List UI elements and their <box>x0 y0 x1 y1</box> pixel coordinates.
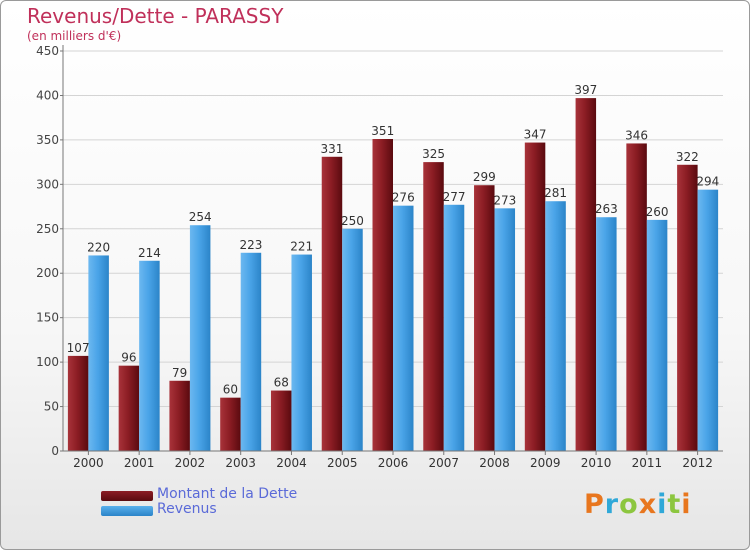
data-label-revenue: 277 <box>443 190 466 204</box>
data-label-debt: 322 <box>676 150 699 164</box>
x-tick-label: 2008 <box>479 456 510 470</box>
data-label-revenue: 276 <box>392 191 415 205</box>
data-label-debt: 68 <box>274 376 289 390</box>
bar-debt <box>321 156 343 451</box>
y-tick-label: 400 <box>36 88 59 102</box>
data-label-revenue: 221 <box>290 240 313 254</box>
data-label-debt: 346 <box>625 128 648 142</box>
data-label-revenue: 273 <box>493 193 516 207</box>
data-label-revenue: 263 <box>595 202 618 216</box>
bar-revenue <box>342 228 363 451</box>
y-tick-label: 300 <box>36 177 59 191</box>
bar-revenue <box>646 219 668 451</box>
bar-debt <box>575 98 597 451</box>
bar-debt <box>524 142 546 452</box>
bar-revenue <box>139 260 160 451</box>
x-tick-label: 2005 <box>327 456 358 470</box>
bar-revenue <box>545 201 566 451</box>
data-label-revenue: 250 <box>341 214 364 228</box>
bar-revenue <box>697 189 719 451</box>
data-label-revenue: 281 <box>544 186 567 200</box>
x-tick-label: 2004 <box>276 456 307 470</box>
bar-revenue <box>596 217 617 451</box>
x-tick-label: 2012 <box>682 456 713 470</box>
y-axis-ticks: 0 50 100 150 200 250 300 350 400 450 <box>36 44 63 458</box>
data-label-debt: 351 <box>371 124 394 138</box>
data-label-revenue: 260 <box>646 205 669 219</box>
y-tick-label: 50 <box>44 400 59 414</box>
x-tick-label: 2002 <box>175 456 206 470</box>
data-label-debt: 107 <box>67 341 90 355</box>
data-labels: 107 220 96 214 79 254 60 223 68 221 331 250 351 276 32… <box>67 83 720 397</box>
bar-debt <box>67 355 89 451</box>
bar-debt <box>474 185 495 451</box>
legend-swatch-revenue <box>101 506 153 516</box>
data-label-revenue: 294 <box>696 175 719 189</box>
proxiti-logo: Proxiti <box>584 489 692 520</box>
bar-debt <box>677 164 698 451</box>
x-tick-label: 2001 <box>124 456 155 470</box>
data-label-revenue: 223 <box>239 238 262 252</box>
bar-debt <box>372 139 393 451</box>
bar-revenue <box>393 205 414 451</box>
x-tick-label: 2011 <box>632 456 663 470</box>
x-tick-label: 2006 <box>378 456 409 470</box>
y-tick-label: 450 <box>36 44 59 58</box>
x-tick-label: 2003 <box>225 456 256 470</box>
x-tick-label: 2000 <box>73 456 104 470</box>
logo-letter: P <box>584 489 605 520</box>
legend-label-revenue: Revenus <box>157 501 217 517</box>
x-axis-ticks: 2000 2001 2002 2003 2004 2005 2006 2007 2008 2009… <box>73 451 713 470</box>
bar-debt <box>220 397 241 451</box>
bar-revenue <box>88 255 109 451</box>
bar-debt <box>270 390 292 451</box>
data-label-revenue: 214 <box>138 246 161 260</box>
bars <box>67 98 719 452</box>
y-tick-label: 100 <box>36 355 59 369</box>
logo-letter: i <box>681 489 692 520</box>
data-label-debt: 331 <box>321 142 344 156</box>
data-label-debt: 397 <box>574 83 597 97</box>
y-tick-label: 150 <box>36 311 59 325</box>
x-tick-label: 2007 <box>428 456 459 470</box>
data-label-debt: 325 <box>422 147 445 161</box>
data-label-debt: 60 <box>223 383 238 397</box>
y-tick-label: 200 <box>36 266 59 280</box>
data-label-debt: 79 <box>172 366 187 380</box>
bar-revenue <box>240 252 262 451</box>
data-label-revenue: 220 <box>87 240 110 254</box>
data-label-debt: 347 <box>524 128 547 142</box>
bar-debt <box>423 162 444 451</box>
logo-letter: o <box>619 489 639 520</box>
bar-debt <box>626 143 647 451</box>
bar-revenue <box>189 225 211 451</box>
data-label-revenue: 254 <box>189 210 212 224</box>
axes <box>62 45 723 452</box>
logo-letter: r <box>604 489 620 520</box>
logo-letter: i <box>657 489 668 520</box>
logo-letter: t <box>667 489 682 520</box>
bar-revenue <box>291 254 312 451</box>
bar-debt <box>118 365 140 451</box>
y-tick-label: 350 <box>36 133 59 147</box>
legend-swatch-debt <box>101 491 153 501</box>
logo-letter: x <box>638 489 658 520</box>
bar-revenue <box>443 204 465 451</box>
chart-subtitle: (en milliers d'€) <box>27 29 122 43</box>
legend-label-debt: Montant de la Dette <box>157 486 298 502</box>
bar-debt <box>169 380 190 451</box>
x-tick-label: 2010 <box>581 456 612 470</box>
data-label-debt: 96 <box>121 351 136 365</box>
bar-revenue <box>494 208 516 451</box>
x-tick-label: 2009 <box>530 456 561 470</box>
y-tick-label: 250 <box>36 222 59 236</box>
chart-title: Revenus/Dette - PARASSY <box>27 4 284 28</box>
y-tick-label: 0 <box>51 444 59 458</box>
data-label-debt: 299 <box>473 170 496 184</box>
